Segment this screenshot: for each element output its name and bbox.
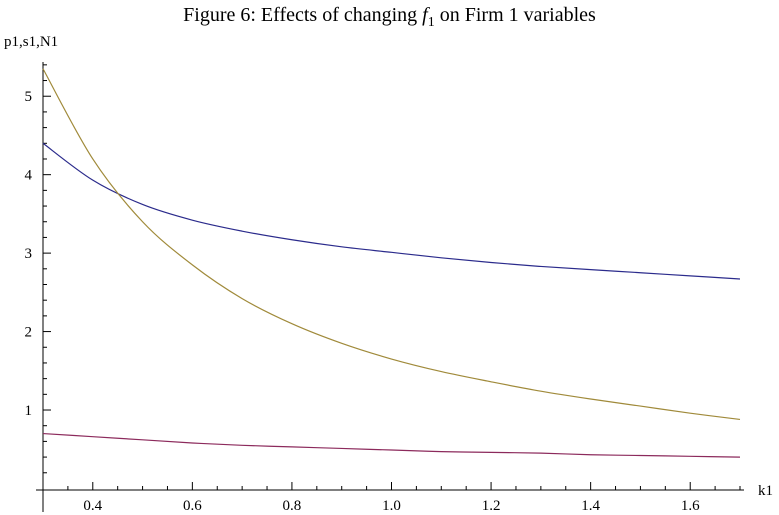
title-suffix: on Firm 1 variables — [434, 4, 596, 26]
y-tick-label: 5 — [25, 89, 33, 105]
axes — [36, 62, 744, 512]
y-axis-label: p1,s1,N1 — [4, 34, 58, 50]
x-axis-label: k1 — [758, 483, 773, 499]
x-tick-label: 1.2 — [482, 498, 501, 514]
y-tick-label: 1 — [25, 403, 33, 419]
ticks: 0.4 0.6 0.8 1.0 1.2 1.4 1.6 1 2 3 4 5 — [25, 64, 741, 514]
x-tick-label: 0.6 — [183, 498, 202, 514]
x-tick-label: 1.0 — [382, 498, 401, 514]
title-prefix: Figure 6: Effects of changing — [183, 4, 423, 26]
series-line-1 — [42, 142, 741, 280]
chart-title: Figure 6: Effects of changing f1 on Firm… — [0, 4, 779, 31]
x-tick-label: 0.4 — [83, 498, 102, 514]
series-line-3 — [42, 432, 741, 458]
y-tick-label: 3 — [25, 246, 33, 262]
y-tick-label: 4 — [25, 168, 33, 184]
x-tick-label: 0.8 — [283, 498, 302, 514]
series-lines — [42, 68, 741, 458]
y-tick-label: 2 — [25, 325, 33, 341]
title-variable-subscript: 1 — [427, 15, 435, 30]
x-tick-label: 1.6 — [681, 498, 700, 514]
series-line-2 — [42, 68, 741, 421]
title-variable: f — [422, 4, 428, 26]
x-tick-label: 1.4 — [581, 498, 600, 514]
